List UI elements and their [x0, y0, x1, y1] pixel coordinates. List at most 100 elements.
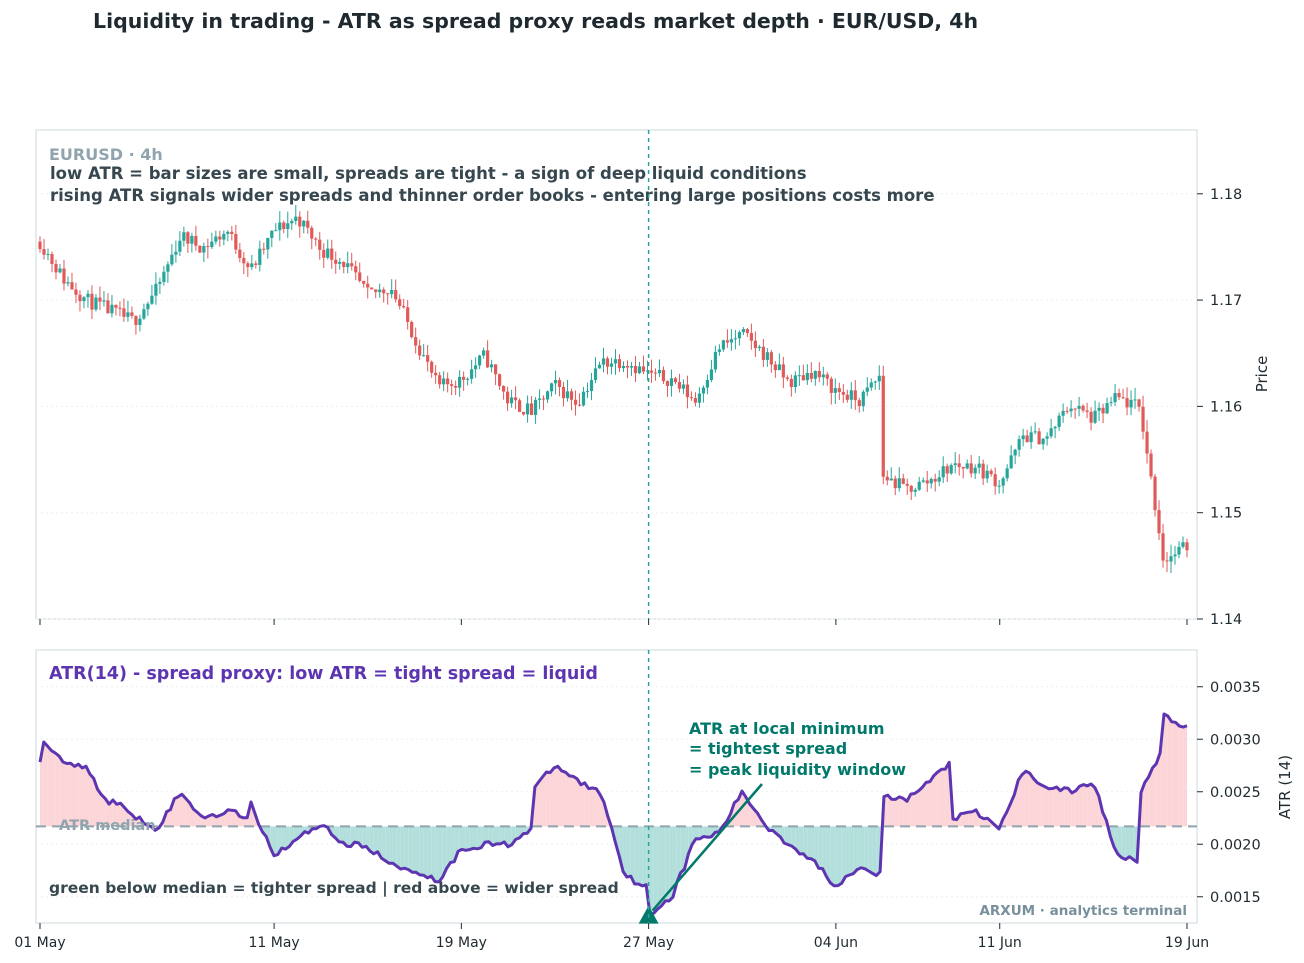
candle-body [1069, 408, 1073, 412]
atr-fill-below [803, 826, 808, 859]
candle-body [198, 245, 202, 253]
price-note-2: rising ATR signals wider spreads and thi… [50, 186, 935, 205]
candle-body [158, 282, 162, 284]
atr-fill-below [473, 826, 478, 849]
candle-body [1141, 406, 1145, 432]
candle-body [665, 381, 670, 386]
atr-fill-above [937, 769, 942, 827]
candle-body [981, 463, 985, 479]
candle-body [813, 371, 817, 379]
atr-fill-above [1041, 784, 1046, 827]
candle-body [450, 384, 454, 386]
candle-body [474, 365, 478, 370]
atr-fill-above [742, 790, 746, 827]
atr-fill-below [788, 826, 792, 847]
candle-body [150, 295, 154, 304]
candle-body [913, 489, 917, 492]
candle-body [1093, 410, 1097, 423]
candle-body [1117, 393, 1121, 398]
atr-fill-below [404, 826, 409, 870]
atr-fill-below [354, 826, 359, 843]
atr-fill-below [868, 826, 873, 874]
price-grid [36, 193, 1197, 620]
candle-body [693, 398, 698, 403]
atr-fill-above [960, 813, 965, 827]
candle-body [170, 254, 174, 265]
candle-body [1109, 402, 1113, 404]
candle-body [585, 391, 590, 393]
atr-fill-above [546, 772, 551, 827]
candle-body [42, 249, 46, 255]
candle-body [382, 289, 386, 294]
candle-body [446, 378, 450, 385]
candle-body [637, 366, 642, 374]
candle-body [525, 403, 530, 415]
candle-body [1101, 407, 1105, 414]
atr-fill-above [1037, 782, 1042, 827]
candle-body [326, 248, 330, 258]
candle-body [673, 378, 678, 383]
candle-body [366, 283, 370, 288]
candle-body [821, 374, 825, 378]
candle-body [478, 355, 482, 366]
atr-fill-below [477, 826, 482, 849]
atr-fill-below [389, 826, 393, 864]
candle-body [1133, 399, 1137, 401]
candle-body [921, 480, 925, 482]
x-axis: 01 May 11 May 19 May 27 May 04 Jun 11 Jun 19 J… [14, 619, 1209, 951]
candle-body [274, 230, 278, 232]
atr-fill-below [642, 826, 647, 886]
candle-body [689, 397, 694, 399]
atr-fill-above [588, 787, 593, 827]
price-y-tick-label: 1.17 [1210, 293, 1242, 309]
atr-fill-above [592, 787, 597, 827]
atr-fill-above [66, 763, 71, 827]
atr-fill-above [1179, 725, 1184, 827]
candle-body [793, 375, 797, 388]
candle-body [829, 378, 833, 393]
candle-body [965, 463, 969, 469]
candle-body [142, 309, 146, 319]
candle-body [290, 220, 294, 224]
atr-fill-above [1167, 715, 1172, 827]
atr-fill-above [1171, 721, 1176, 827]
atr-fill-above [964, 812, 969, 827]
atr-fill-below [665, 826, 670, 901]
candle-body [781, 364, 785, 378]
atr-fill-above [933, 771, 938, 827]
x-tick-label: 11 Jun [978, 935, 1022, 951]
atr-legend-note: green below median = tighter spread | re… [49, 879, 619, 898]
candle-body [529, 403, 534, 415]
candle-body [925, 480, 929, 484]
atr-fill-above [922, 782, 927, 827]
candle-body [334, 259, 338, 264]
annotation-line-2: = tightest spread [689, 739, 847, 758]
candle-body [1129, 399, 1133, 408]
atr-y-tick-label: 0.0020 [1210, 837, 1261, 853]
candle-body [278, 222, 282, 231]
candle-body [370, 287, 374, 290]
candle-body [933, 478, 937, 482]
chart-title: Liquidity in trading - ATR as spread pro… [93, 9, 978, 33]
candle-body [565, 391, 570, 399]
atr-fill-above [1163, 714, 1168, 827]
candle-body [1037, 431, 1041, 445]
candle-body [138, 318, 142, 325]
price-candles [38, 205, 1189, 574]
candle-body [174, 251, 178, 255]
atr-fill-above [86, 766, 90, 827]
candle-body [845, 394, 849, 400]
atr-fill-above [557, 766, 562, 827]
atr-fill-below [293, 826, 298, 842]
candle-body [969, 463, 973, 474]
candle-body [126, 312, 130, 317]
atr-fill-below [377, 826, 382, 859]
atr-fill-below [385, 826, 390, 864]
candle-body [601, 358, 606, 365]
atr-fill-above [185, 798, 190, 827]
candle-body [346, 263, 350, 268]
candle-body [122, 308, 126, 317]
candle-body [186, 232, 190, 244]
atr-fill-above [63, 762, 67, 827]
atr-fill-above [208, 814, 213, 827]
